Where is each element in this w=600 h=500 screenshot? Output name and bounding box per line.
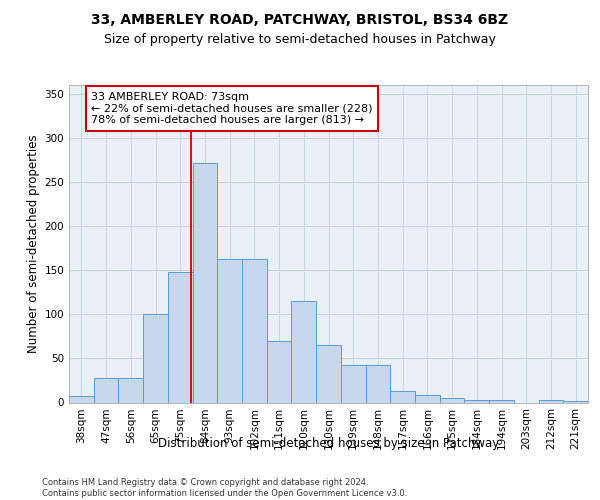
Y-axis label: Number of semi-detached properties: Number of semi-detached properties	[27, 134, 40, 353]
Bar	[489, 400, 514, 402]
Bar	[464, 400, 489, 402]
Bar	[415, 394, 440, 402]
Bar	[341, 366, 365, 403]
Bar	[365, 366, 390, 403]
Bar	[217, 258, 242, 402]
Bar	[242, 258, 267, 402]
Bar	[292, 301, 316, 402]
Bar	[94, 378, 118, 402]
Bar	[563, 400, 588, 402]
Bar	[267, 341, 292, 402]
Bar	[193, 164, 217, 402]
Bar	[539, 400, 563, 402]
Bar	[440, 398, 464, 402]
Text: 33, AMBERLEY ROAD, PATCHWAY, BRISTOL, BS34 6BZ: 33, AMBERLEY ROAD, PATCHWAY, BRISTOL, BS…	[91, 12, 509, 26]
Text: Contains HM Land Registry data © Crown copyright and database right 2024.
Contai: Contains HM Land Registry data © Crown c…	[42, 478, 407, 498]
Bar	[143, 314, 168, 402]
Bar	[390, 391, 415, 402]
Bar	[69, 396, 94, 402]
Bar	[316, 345, 341, 403]
Text: 33 AMBERLEY ROAD: 73sqm
← 22% of semi-detached houses are smaller (228)
78% of s: 33 AMBERLEY ROAD: 73sqm ← 22% of semi-de…	[91, 92, 373, 126]
Text: Size of property relative to semi-detached houses in Patchway: Size of property relative to semi-detach…	[104, 32, 496, 46]
Text: Distribution of semi-detached houses by size in Patchway: Distribution of semi-detached houses by …	[158, 438, 499, 450]
Bar	[168, 272, 193, 402]
Bar	[118, 378, 143, 402]
